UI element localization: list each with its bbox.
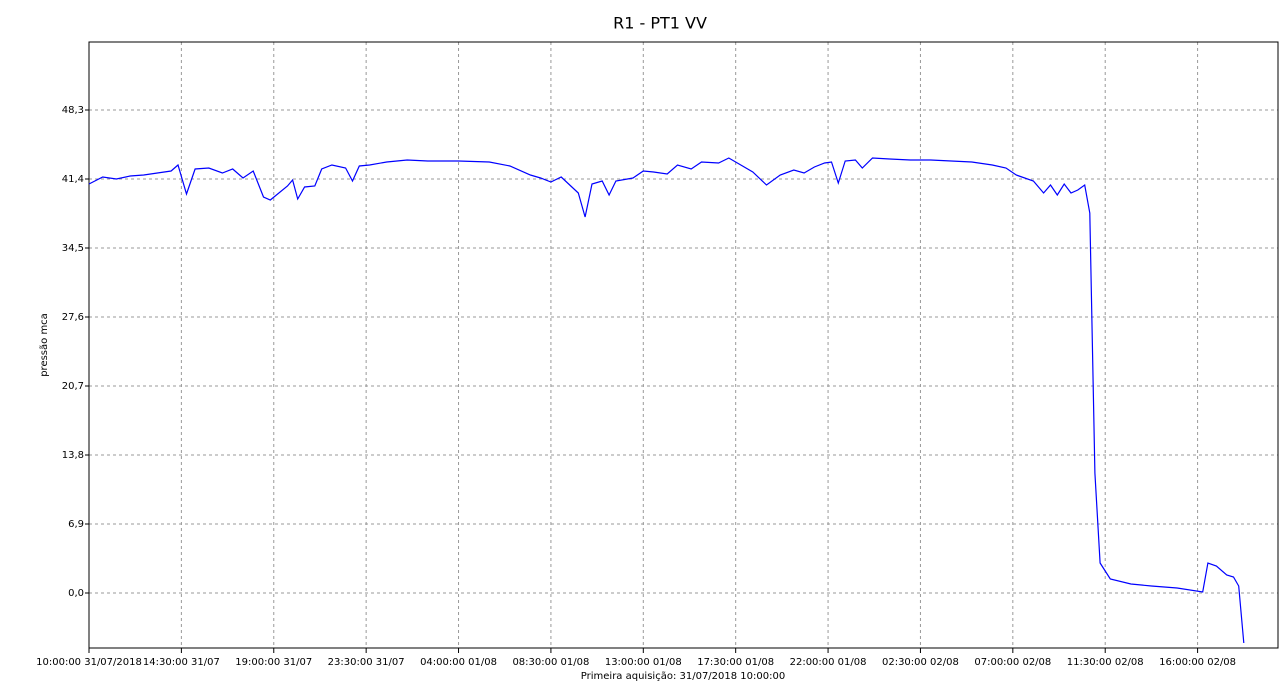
- x-tick-label: 17:30:00 01/08: [697, 657, 774, 668]
- x-tick-label: 23:30:00 31/07: [328, 657, 405, 668]
- x-tick-label: 07:00:00 02/08: [974, 657, 1051, 668]
- x-tick-label: 04:00:00 01/08: [420, 657, 497, 668]
- x-tick-label: 16:00:00 02/08: [1159, 657, 1236, 668]
- y-tick-label: 0,0: [68, 588, 84, 599]
- x-tick-label: 11:30:00 02/08: [1067, 657, 1144, 668]
- x-tick-label: 10:00:00 31/07/2018: [36, 657, 142, 668]
- y-axis-label: pressão mca: [39, 313, 50, 377]
- plot-frame: [88, 41, 1279, 649]
- y-tick-label: 41,4: [62, 174, 84, 185]
- data-line: [88, 157, 1245, 644]
- x-subtitle: Primeira aquisição: 31/07/2018 10:00:00: [581, 671, 785, 682]
- x-tick-label: 08:30:00 01/08: [512, 657, 589, 668]
- x-tick-label: 02:30:00 02/08: [882, 657, 959, 668]
- y-tick-label: 48,3: [62, 105, 84, 116]
- x-tick-label: 19:00:00 31/07: [235, 657, 312, 668]
- y-tick-label: 20,7: [62, 381, 84, 392]
- x-tick-label: 14:30:00 31/07: [143, 657, 220, 668]
- x-tick-label: 13:00:00 01/08: [605, 657, 682, 668]
- y-tick-label: 6,9: [68, 519, 84, 530]
- y-tick-label: 13,8: [62, 450, 84, 461]
- y-tick-label: 27,6: [62, 312, 84, 323]
- x-tick-label: 22:00:00 01/08: [790, 657, 867, 668]
- chart-title: R1 - PT1 VV: [613, 14, 707, 33]
- y-tick-label: 34,5: [62, 243, 84, 254]
